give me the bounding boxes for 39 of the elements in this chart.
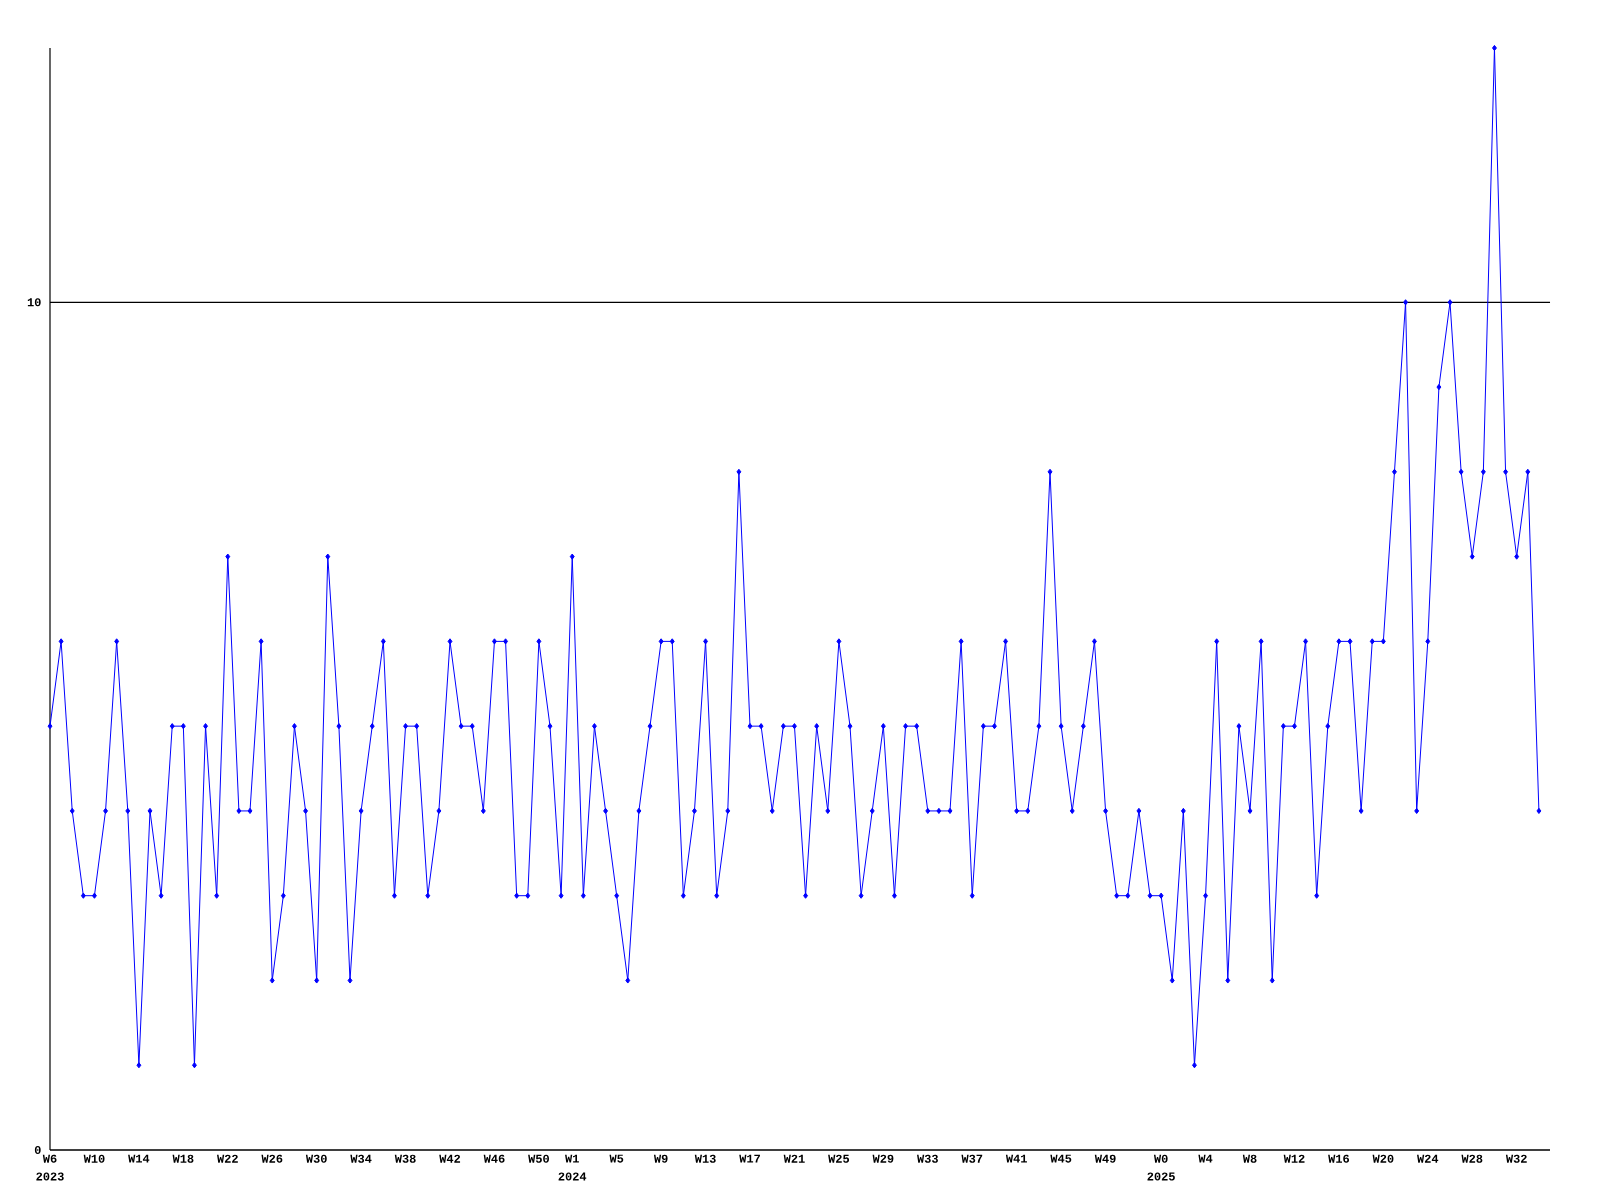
- x-tick-label: W42: [439, 1154, 461, 1163]
- x-tick-label: W16: [1328, 1154, 1350, 1163]
- x-tick-label: W1: [565, 1154, 579, 1163]
- x-tick-label: W20: [1372, 1154, 1394, 1163]
- x-tick-label: W9: [653, 1154, 668, 1163]
- x-tick-label: W6: [42, 1154, 57, 1163]
- x-tick-label: W30: [305, 1154, 327, 1163]
- x-tick-label: W38: [394, 1154, 416, 1163]
- x-tick-label: W46: [483, 1154, 505, 1163]
- y-tick-label: 10: [27, 298, 41, 307]
- x-tick-label: W18: [172, 1154, 194, 1163]
- x-tick-label: W49: [1094, 1154, 1116, 1163]
- text: 2024: [558, 1172, 587, 1181]
- text: 2023: [36, 1172, 64, 1181]
- x-tick-label: W14: [128, 1154, 150, 1163]
- x-tick-label: W12: [1283, 1154, 1305, 1163]
- x-tick-label: W4: [1198, 1154, 1213, 1163]
- x-tick-label: W21: [783, 1154, 805, 1163]
- x-tick-label: W29: [872, 1154, 894, 1163]
- x-tick-label: W32: [1505, 1154, 1527, 1163]
- y-tick-label: 0: [34, 1145, 41, 1155]
- x-tick-label: W26: [261, 1154, 283, 1163]
- x-tick-label: W22: [217, 1154, 238, 1163]
- x-tick-label: W13: [694, 1154, 716, 1163]
- x-tick-label: W34: [350, 1154, 372, 1163]
- x-tick-label: W41: [1005, 1154, 1027, 1163]
- x-tick-label: W28: [1461, 1154, 1483, 1163]
- text: 2025: [1147, 1172, 1175, 1181]
- x-tick-label: W17: [739, 1154, 760, 1163]
- x-tick-label: W50: [528, 1154, 549, 1163]
- x-tick-label: W25: [828, 1154, 850, 1163]
- x-tick-label: W45: [1050, 1154, 1072, 1163]
- x-tick-label: W24: [1417, 1154, 1439, 1163]
- x-tick-label: W37: [961, 1154, 983, 1163]
- x-tick-label: W33: [917, 1154, 938, 1163]
- x-tick-label: W8: [1242, 1154, 1257, 1163]
- x-tick-label: W10: [83, 1154, 105, 1163]
- x-tick-label: W0: [1153, 1154, 1168, 1163]
- x-tick-label: W5: [609, 1154, 624, 1163]
